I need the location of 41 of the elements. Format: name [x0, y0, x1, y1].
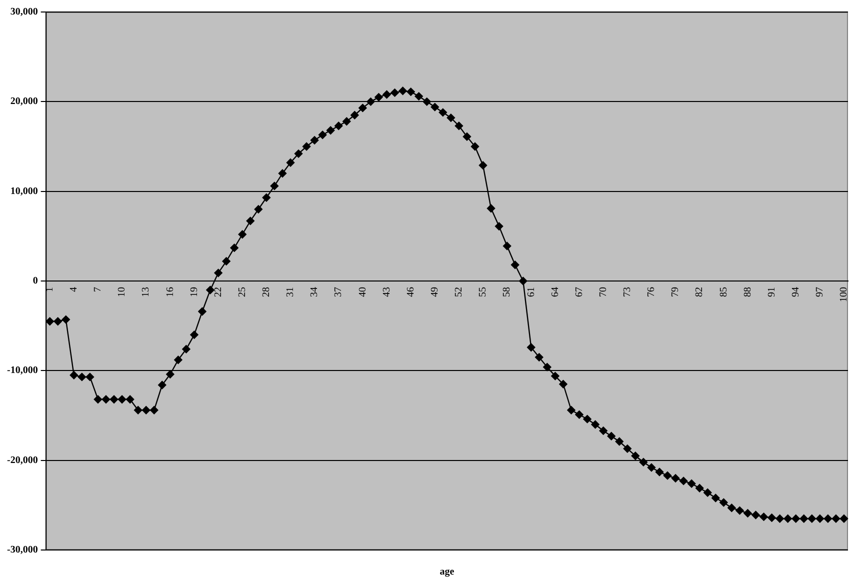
- x-tick-label: 73: [622, 287, 634, 297]
- x-tick-label: 94: [790, 287, 802, 297]
- x-tick-label: 82: [694, 287, 706, 297]
- y-tick-label: 30,000: [10, 6, 38, 18]
- x-tick-label: 43: [381, 287, 392, 297]
- x-tick-label: 97: [814, 287, 826, 297]
- x-tick-label: 25: [236, 287, 248, 297]
- x-axis-title: age: [440, 566, 455, 578]
- x-tick-label: 61: [526, 287, 537, 297]
- y-tick-label: -20,000: [6, 454, 38, 466]
- x-tick-label: 7: [92, 287, 104, 292]
- x-tick-label: 100: [838, 287, 850, 302]
- x-tick-label: 46: [405, 287, 416, 297]
- x-tick-label: 76: [646, 287, 658, 297]
- y-tick-label: 10,000: [10, 186, 38, 197]
- x-tick-label: 79: [670, 287, 682, 297]
- x-tick-label: 34: [309, 287, 320, 297]
- x-tick-label: 31: [285, 287, 296, 297]
- x-tick-label: 49: [430, 287, 440, 297]
- x-tick-label: 70: [598, 287, 609, 297]
- x-tick-label: 4: [68, 287, 80, 292]
- x-tick-label: 88: [742, 287, 754, 297]
- x-tick-label: 22: [212, 287, 224, 297]
- x-tick-label: 85: [718, 287, 730, 297]
- x-tick-label: 28: [261, 287, 272, 297]
- y-tick-label: -10,000: [6, 365, 38, 376]
- x-tick-label: 16: [164, 287, 176, 297]
- y-tick-label: -30,000: [6, 544, 38, 556]
- y-tick-label: 0: [32, 276, 38, 287]
- x-tick-label: 10: [116, 287, 128, 297]
- x-tick-label: 55: [478, 287, 489, 297]
- x-tick-label: 13: [140, 287, 152, 297]
- x-tick-label: 91: [766, 287, 778, 297]
- x-tick-label: 58: [502, 287, 513, 297]
- x-tick-label: 67: [574, 287, 585, 297]
- x-tick-label: 64: [550, 287, 561, 297]
- y-tick-label: 20,000: [10, 96, 38, 108]
- x-tick-label: 19: [188, 287, 200, 297]
- x-tick-label: 52: [454, 287, 465, 297]
- x-tick-label: 40: [357, 287, 368, 297]
- x-tick-label: 37: [333, 287, 344, 297]
